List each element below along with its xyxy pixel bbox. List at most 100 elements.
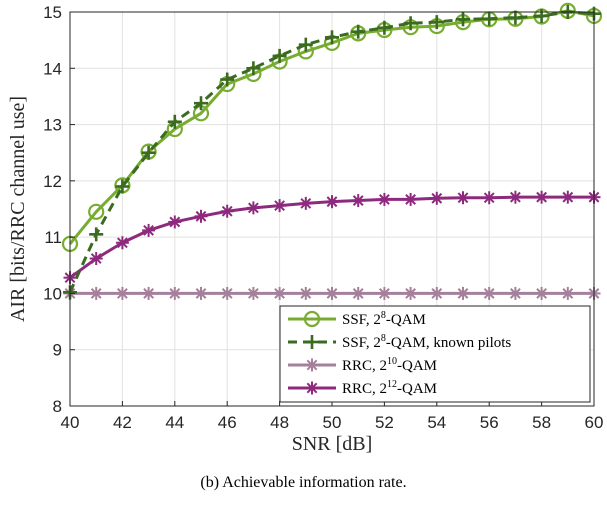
- y-tick-label: 13: [43, 116, 62, 135]
- legend-label-suffix: -QAM, known pilots: [386, 335, 512, 351]
- ast-d2: [326, 196, 338, 208]
- ast-d2: [117, 288, 128, 299]
- ast-d2: [195, 288, 207, 299]
- ast-d2: [483, 192, 495, 204]
- legend: SSF, 28-QAM SSF, 28-QAM, known pilots RRC,…: [279, 305, 591, 403]
- y-tick-label: 10: [43, 284, 62, 303]
- ast-d2: [143, 225, 154, 236]
- ast-d2: [90, 253, 102, 264]
- ast-d2: [352, 195, 364, 206]
- ast-d2: [536, 288, 547, 299]
- chart: 40 42 44 46 48 50 52 54 56 58 60 8 9 10 11 12 13 14 15 SNR…: [7, 2, 603, 455]
- data-point: [168, 286, 182, 300]
- ast-d2: [379, 288, 390, 299]
- data-point: [404, 192, 418, 206]
- data-point: [142, 223, 156, 237]
- data-point: [273, 199, 287, 213]
- data-point: [508, 286, 522, 300]
- data-point: [298, 37, 313, 52]
- data-point: [456, 12, 470, 27]
- ast-d2: [405, 288, 416, 299]
- ast-d2: [431, 288, 443, 299]
- ast-d2: [483, 288, 495, 299]
- ast-d2: [274, 288, 285, 299]
- data-point: [115, 179, 130, 194]
- data-point: [430, 191, 444, 205]
- legend-label-suffix: -QAM: [386, 312, 426, 328]
- legend-label-exponent: 12: [387, 379, 397, 390]
- legend-marker: [303, 310, 321, 328]
- data-point: [535, 286, 549, 300]
- legend-label: SSF, 28-QAM: [342, 310, 426, 328]
- data-point: [403, 16, 418, 31]
- data-point: [89, 252, 103, 266]
- legend-marker: [305, 381, 319, 395]
- y-tick-label: 8: [53, 397, 62, 416]
- x-tick-label: 54: [427, 413, 446, 432]
- ast-d2: [117, 237, 128, 249]
- x-tick-label: 60: [585, 413, 604, 432]
- ast-d2: [248, 202, 259, 214]
- data-point: [89, 286, 103, 300]
- data-point: [142, 286, 156, 300]
- legend-marker: [305, 335, 319, 349]
- data-point: [377, 192, 391, 206]
- data-point: [508, 190, 522, 204]
- legend-label-suffix: -QAM: [397, 358, 437, 374]
- ast-d2: [306, 359, 318, 371]
- data-point: [561, 286, 575, 300]
- legend-label-exponent: 8: [381, 310, 386, 321]
- x-tick-label: 48: [270, 413, 289, 432]
- data-point: [482, 11, 497, 26]
- ast-d2: [405, 194, 416, 205]
- data-point: [194, 286, 208, 300]
- ast-d2: [195, 210, 207, 222]
- data-point: [534, 8, 549, 23]
- x-tick-label: 50: [323, 413, 342, 432]
- ast-d2: [169, 288, 181, 299]
- data-point: [89, 227, 104, 242]
- data-point: [430, 286, 444, 300]
- data-point: [325, 286, 339, 300]
- data-point: [88, 203, 105, 220]
- ast-d2: [562, 288, 574, 299]
- x-tick-label: 58: [532, 413, 551, 432]
- ast-d2: [431, 192, 443, 204]
- data-point: [194, 209, 208, 223]
- series-group: [61, 2, 603, 300]
- data-point: [351, 24, 366, 39]
- legend-entry: RRC, 210-QAM: [288, 356, 437, 374]
- tick-group: 40 42 44 46 48 50 52 54 56 58 60 8 9 10 11 12 13 14 15: [43, 3, 603, 432]
- data-point: [246, 286, 260, 300]
- data-point: [141, 145, 156, 160]
- data-point: [351, 194, 365, 208]
- series-3: [63, 190, 601, 285]
- ast-d2: [143, 288, 154, 299]
- data-point: [115, 236, 129, 250]
- ast-d2: [306, 382, 318, 394]
- legend-label-prefix: RRC, 2: [342, 381, 387, 397]
- data-point: [220, 72, 235, 87]
- data-point: [299, 196, 313, 210]
- data-point: [325, 195, 339, 209]
- figure-caption: (b) Achievable information rate.: [200, 474, 407, 491]
- data-point: [482, 191, 496, 205]
- legend-box: [279, 305, 591, 403]
- ast-d2: [300, 197, 312, 209]
- data-point: [246, 61, 261, 76]
- data-point: [535, 190, 549, 204]
- legend-label-exponent: 8: [381, 333, 386, 344]
- data-point: [194, 96, 208, 111]
- data-point: [325, 30, 339, 45]
- x-tick-label: 42: [113, 413, 132, 432]
- ast-d2: [326, 288, 338, 299]
- ast-d2: [510, 191, 521, 203]
- legend-entry: SSF, 28-QAM, known pilots: [288, 333, 511, 351]
- ast-d2: [562, 191, 574, 203]
- x-tick-label: 56: [480, 413, 499, 432]
- y-tick-label: 9: [53, 341, 62, 360]
- legend-label: RRC, 212-QAM: [342, 379, 437, 397]
- data-point: [404, 286, 418, 300]
- data-point: [377, 20, 392, 35]
- legend-label-prefix: RRC, 2: [342, 358, 387, 374]
